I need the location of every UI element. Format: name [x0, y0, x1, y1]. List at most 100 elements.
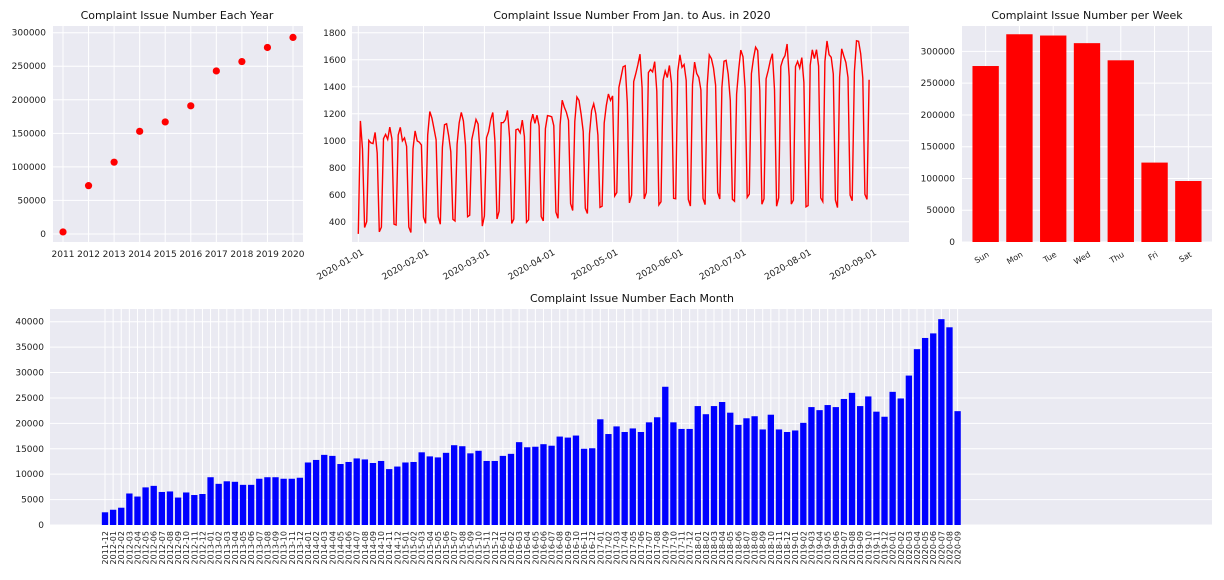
- monthly-x-tick-label: 2018-07: [742, 531, 751, 564]
- monthly-bar: [637, 431, 645, 525]
- monthly-bar: [873, 411, 880, 525]
- monthly-x-tick-label: 2016-04: [523, 531, 532, 564]
- chart-yearly: Complaint Issue Number Each Year 0 50000 1…: [12, 9, 305, 260]
- weekday-bar: [972, 66, 999, 242]
- chart-yearly-points: [59, 33, 297, 236]
- monthly-x-tick-label: 2016-06: [539, 531, 548, 564]
- daily-y-tick-label: 600: [329, 191, 346, 201]
- monthly-bar: [621, 431, 628, 525]
- monthly-bar: [824, 405, 831, 525]
- weekday-bar: [1006, 34, 1033, 243]
- monthly-bar: [913, 349, 921, 525]
- weekday-x-tick-label: Sat: [1177, 250, 1193, 264]
- chart-monthly-bars: [101, 319, 961, 525]
- monthly-bar: [231, 481, 239, 525]
- yearly-x-tick-label: 2011: [52, 250, 75, 260]
- monthly-x-tick-label: 2013-01: [207, 531, 216, 564]
- monthly-bar: [377, 460, 385, 525]
- monthly-bar: [710, 406, 718, 525]
- monthly-x-tick-label: 2013-05: [239, 531, 248, 564]
- yearly-x-tick-label: 2018: [230, 250, 253, 260]
- daily-y-tick-label: 400: [329, 218, 346, 228]
- monthly-y-tick-label: 0: [38, 521, 44, 531]
- monthly-bar: [442, 452, 450, 525]
- monthly-bar: [499, 455, 507, 525]
- monthly-x-tick-label: 2017-12: [686, 531, 695, 564]
- monthly-bar: [361, 459, 369, 525]
- chart-weekday: Complaint Issue Number per Week 0 50000 10…: [921, 9, 1212, 266]
- monthly-x-tick-label: 2014-04: [328, 531, 337, 564]
- yearly-y-tick-label: 50000: [17, 196, 46, 206]
- monthly-x-tick-label: 2019-01: [791, 531, 800, 564]
- monthly-x-tick-label: 2012-08: [166, 531, 175, 564]
- monthly-bar: [897, 398, 904, 525]
- monthly-bar: [783, 431, 791, 525]
- monthly-x-tick-label: 2012-11: [190, 531, 199, 564]
- chart-monthly: Complaint Issue Number Each Month 0 5000 1…: [15, 292, 1212, 564]
- monthly-x-tick-label: 2014-11: [385, 531, 394, 564]
- monthly-x-tick-label: 2018-11: [775, 531, 784, 564]
- monthly-bar: [394, 466, 401, 525]
- monthly-bar: [199, 493, 206, 525]
- monthly-bar: [288, 478, 295, 525]
- yearly-point: [59, 228, 67, 236]
- monthly-x-tick-label: 2020-02: [897, 531, 906, 564]
- weekday-bar: [1107, 60, 1134, 243]
- monthly-x-tick-label: 2017-02: [604, 531, 613, 564]
- monthly-x-tick-label: 2018-04: [718, 531, 727, 564]
- monthly-x-tick-label: 2013-11: [288, 531, 297, 564]
- monthly-bar: [459, 446, 466, 525]
- monthly-x-tick-label: 2013-12: [296, 531, 305, 564]
- monthly-x-tick-label: 2019-09: [856, 531, 865, 564]
- yearly-y-tick-label: 0: [40, 230, 46, 240]
- monthly-bar: [507, 453, 515, 525]
- weekday-y-tick-label: 250000: [921, 79, 956, 89]
- monthly-x-tick-label: 2020-03: [905, 531, 914, 564]
- monthly-x-tick-label: 2019-03: [807, 531, 816, 564]
- monthly-x-tick-label: 2016-02: [507, 531, 516, 564]
- monthly-y-tick-label: 30000: [15, 369, 44, 379]
- monthly-x-tick-label: 2013-10: [280, 531, 289, 564]
- monthly-bar: [678, 428, 685, 525]
- monthly-bar: [589, 448, 596, 525]
- daily-x-tick-label: 2020-08-01: [763, 248, 813, 283]
- monthly-x-tick-label: 2016-03: [515, 531, 524, 564]
- yearly-y-tick-label: 300000: [12, 29, 47, 39]
- weekday-bar: [1141, 162, 1168, 242]
- monthly-bar: [662, 386, 669, 525]
- monthly-x-tick-label: 2018-06: [734, 531, 743, 564]
- daily-y-tick-label: 800: [329, 164, 346, 174]
- yearly-y-tick-label: 150000: [12, 129, 47, 139]
- monthly-bar: [832, 407, 839, 525]
- chart-weekday-x-ticks: Sun Mon Tue Wed Thu Fri Sat: [973, 250, 1193, 267]
- monthly-x-tick-label: 2012-01: [109, 531, 118, 564]
- yearly-x-tick-label: 2016: [179, 250, 202, 260]
- weekday-x-tick-label: Fri: [1147, 250, 1160, 263]
- monthly-x-tick-label: 2020-04: [913, 531, 922, 564]
- monthly-bar: [321, 454, 328, 525]
- monthly-bar: [312, 459, 320, 525]
- yearly-point: [238, 57, 246, 66]
- monthly-x-tick-label: 2017-05: [629, 531, 638, 564]
- monthly-bar: [670, 422, 677, 525]
- daily-x-tick-label: 2020-03-01: [442, 248, 492, 283]
- monthly-bar: [580, 448, 588, 525]
- monthly-x-tick-label: 2017-01: [596, 531, 605, 564]
- monthly-x-tick-label: 2013-09: [272, 531, 281, 564]
- monthly-bar: [150, 485, 157, 525]
- monthly-bar: [718, 402, 726, 525]
- monthly-x-tick-label: 2018-03: [710, 531, 719, 564]
- monthly-bar: [686, 428, 693, 525]
- monthly-x-tick-label: 2019-12: [881, 531, 890, 564]
- monthly-bar: [767, 414, 775, 525]
- weekday-x-tick-label: Tue: [1041, 250, 1058, 265]
- chart-weekday-y-ticks: 0 50000 100000 150000 200000 250000 300000: [921, 47, 956, 248]
- monthly-x-tick-label: 2019-05: [824, 531, 833, 564]
- chart-daily: Complaint Issue Number From Jan. to Aus.…: [316, 9, 909, 283]
- monthly-bar: [109, 509, 117, 525]
- chart-weekday-title: Complaint Issue Number per Week: [991, 9, 1183, 22]
- yearly-x-tick-label: 2017: [205, 250, 228, 260]
- monthly-bar: [792, 430, 799, 525]
- monthly-bar: [930, 333, 937, 525]
